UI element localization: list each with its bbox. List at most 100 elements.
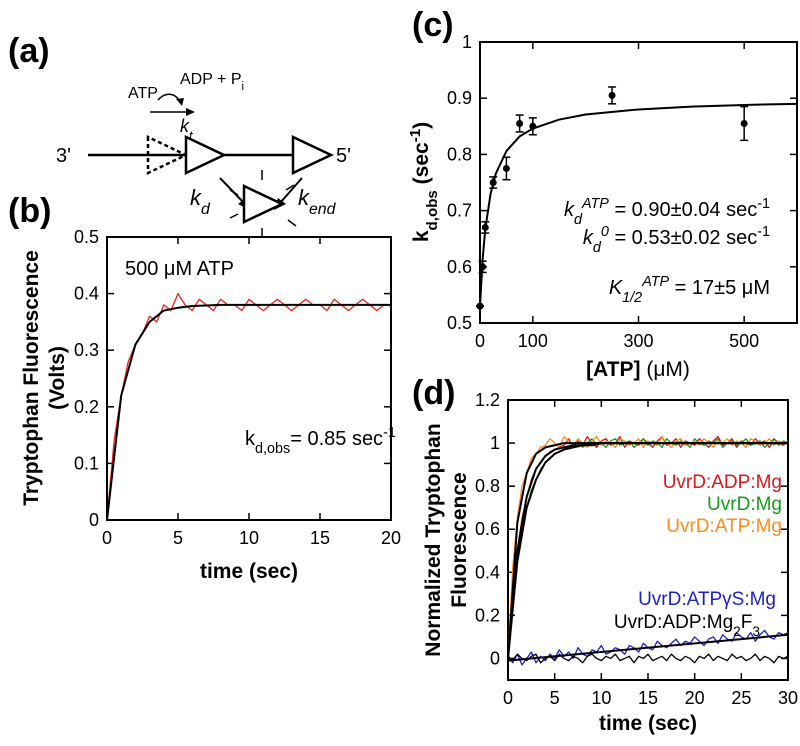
y-tick-label: 0 bbox=[89, 510, 99, 530]
y-tick-label: 1.2 bbox=[475, 390, 500, 410]
helicase bbox=[184, 135, 227, 175]
arrowhead bbox=[186, 108, 195, 116]
y-tick-label: 0.5 bbox=[74, 227, 99, 247]
x-tick-label: 5 bbox=[550, 688, 560, 708]
annotation: kdATP = 0.90±0.04 sec-1 bbox=[564, 196, 770, 228]
x-axis-label: [ATP] (μM) bbox=[586, 358, 690, 381]
x-tick-label: 15 bbox=[310, 528, 330, 548]
x-tick-label: 10 bbox=[239, 528, 259, 548]
y-tick-label: 0.9 bbox=[447, 88, 472, 108]
panel-label: (c) bbox=[412, 6, 454, 44]
text-part: ATP bbox=[581, 196, 609, 212]
text-part: -1 bbox=[757, 196, 770, 212]
x-tick-label: 25 bbox=[731, 688, 751, 708]
legend-entry: UvrD:ADP:Mg2F3 bbox=[614, 612, 760, 639]
x-tick-label: 20 bbox=[685, 688, 705, 708]
x-tick-label: 500 bbox=[729, 331, 759, 351]
text-part: k bbox=[190, 185, 202, 210]
text-part: t bbox=[189, 128, 194, 143]
y-tick-label: 1 bbox=[462, 32, 472, 52]
y-tick-label: 0.6 bbox=[475, 519, 500, 539]
diagram-label: 5' bbox=[336, 145, 351, 167]
data-line bbox=[106, 292, 391, 521]
data-point bbox=[502, 164, 510, 172]
panel-label: (d) bbox=[412, 374, 455, 412]
text-part: (sec bbox=[410, 142, 433, 190]
text-part: d bbox=[593, 240, 602, 256]
legend-text-part: F bbox=[741, 612, 753, 633]
text-part: 500 μM ATP bbox=[125, 258, 234, 280]
y-axis-label: (Volts) bbox=[46, 346, 69, 410]
text-part: d bbox=[574, 212, 583, 228]
x-axis-label: time (sec) bbox=[200, 560, 298, 583]
text-part: = 0.90±0.04 sec bbox=[609, 199, 757, 221]
y-tick-label: 0 bbox=[490, 648, 500, 668]
annotation: K1/2ATP = 17±5 μM bbox=[609, 274, 770, 306]
y-tick-label: 0.6 bbox=[447, 257, 472, 277]
text-part: ADP + P bbox=[180, 71, 242, 88]
helicase-end bbox=[291, 135, 334, 175]
x-tick-label: 5 bbox=[173, 528, 183, 548]
fit-line bbox=[479, 102, 798, 307]
y-tick-label: 0.8 bbox=[475, 476, 500, 496]
data-point bbox=[516, 119, 524, 127]
text-part: 1/2 bbox=[622, 290, 642, 306]
arrowhead bbox=[176, 98, 184, 106]
text-part: ATP bbox=[641, 274, 669, 290]
legend-entry: UvrD:ATP:Mg bbox=[666, 516, 782, 537]
text-part: -1 bbox=[383, 425, 396, 441]
y-tick-label: 0.3 bbox=[74, 340, 99, 360]
text-part: = 0.85 sec bbox=[290, 428, 383, 450]
helicase-dissociated bbox=[242, 184, 285, 224]
y-tick-label: 1 bbox=[490, 433, 500, 453]
panel-label: (b) bbox=[8, 192, 51, 230]
legend-text-part: UvrD:ADP:Mg bbox=[614, 612, 733, 633]
fit-line bbox=[507, 442, 788, 659]
text-part: end bbox=[309, 201, 337, 218]
text-part: = 17±5 μM bbox=[669, 277, 770, 299]
arrow bbox=[279, 177, 303, 204]
text-part: d bbox=[201, 201, 211, 218]
y-tick-label: 0.4 bbox=[475, 562, 500, 582]
text-part: k bbox=[245, 428, 256, 450]
text-part: k bbox=[410, 230, 433, 242]
y-tick-label: 0.2 bbox=[74, 397, 99, 417]
y-tick-label: 0.5 bbox=[447, 313, 472, 333]
text-part: -1 bbox=[757, 224, 770, 240]
text-part: d,obs bbox=[255, 441, 290, 457]
text-part: k bbox=[180, 116, 190, 136]
text-part: ATP bbox=[128, 85, 158, 102]
x-tick-label: 300 bbox=[623, 331, 653, 351]
diagram-label: kd bbox=[190, 185, 211, 218]
y-tick-label: 0.8 bbox=[447, 144, 472, 164]
diagram-label: kt bbox=[180, 116, 194, 143]
y-axis-label: kd,obs (sec-1) bbox=[407, 122, 441, 242]
legend-text-part: UvrD:ADP:Mg bbox=[663, 472, 782, 493]
x-tick-label: 100 bbox=[518, 331, 548, 351]
y-axis-label: Normalized Tryptophan bbox=[422, 423, 445, 656]
annotation: kd0 = 0.53±0.02 sec-1 bbox=[583, 224, 770, 256]
fit-line bbox=[507, 633, 789, 662]
text-part: = 0.53±0.02 sec bbox=[609, 227, 757, 249]
legend-text-part: UvrD:ATPγS:Mg bbox=[638, 589, 776, 610]
text-part: -1 bbox=[407, 129, 424, 142]
text-part: k bbox=[583, 227, 594, 249]
data-point bbox=[608, 91, 616, 99]
y-tick-label: 0.4 bbox=[74, 284, 99, 304]
x-tick-label: 15 bbox=[638, 688, 658, 708]
text-part: (μM) bbox=[641, 358, 690, 381]
text-part: [ATP] bbox=[586, 358, 640, 381]
text-part: 5' bbox=[336, 145, 351, 167]
y-axis-label: Tryptophan Fluorescence bbox=[20, 250, 43, 506]
text-part: 3' bbox=[56, 145, 71, 167]
diagram-label: ADP + Pi bbox=[180, 71, 244, 93]
data-point bbox=[740, 119, 748, 127]
x-tick-label: 20 bbox=[381, 528, 401, 548]
text-part: ) bbox=[410, 122, 433, 129]
diagram-label: ATP bbox=[128, 85, 158, 102]
panel-label: (a) bbox=[8, 32, 50, 70]
diagram-label: 3' bbox=[56, 145, 71, 167]
arrow bbox=[157, 93, 181, 103]
text-part: i bbox=[242, 81, 245, 93]
